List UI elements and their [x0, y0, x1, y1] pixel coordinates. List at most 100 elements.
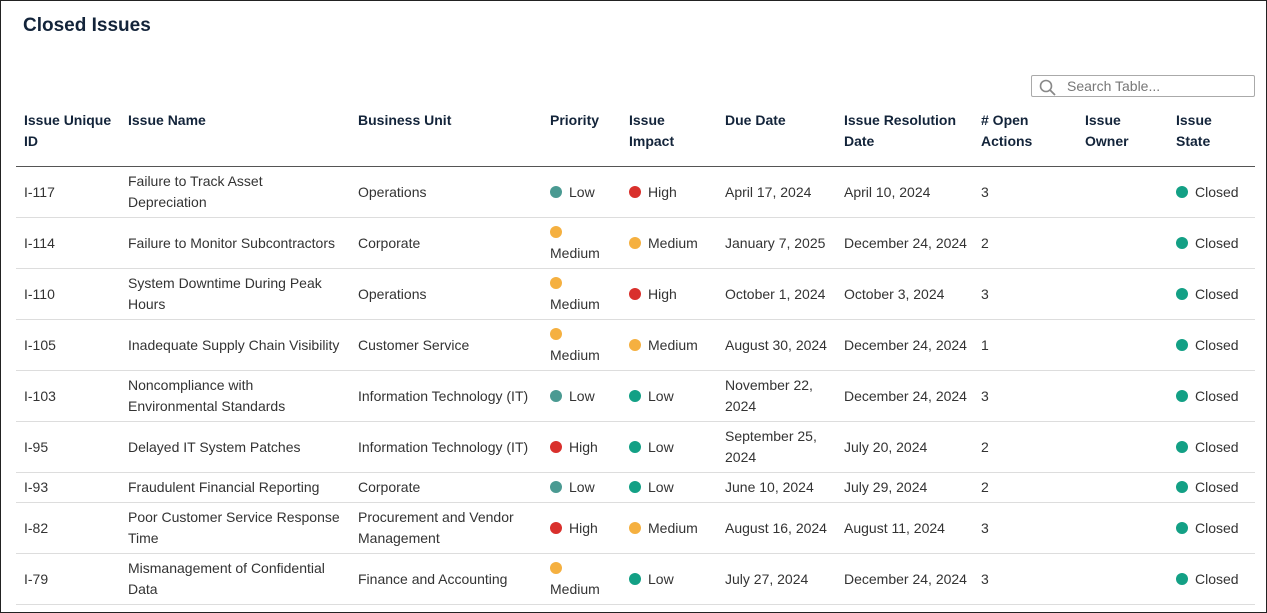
status-label: Closed [1195, 479, 1239, 495]
cell-text: 2 [981, 438, 989, 455]
cell-text: June 10, 2024 [725, 479, 814, 495]
cell-text: July 29, 2024 [844, 479, 928, 495]
status-label: Low [648, 438, 674, 455]
table-row[interactable]: I-103 Noncompliance with Environmental St… [16, 370, 1255, 422]
column-header[interactable]: Issue Name [120, 110, 350, 167]
table-cell [1077, 421, 1168, 473]
cell-text: I-95 [24, 438, 49, 455]
table-cell: I-114 [16, 217, 120, 269]
status-dot [1176, 440, 1188, 453]
table-cell: Low [621, 370, 717, 422]
table-cell [1077, 502, 1168, 554]
table-cell: Failure to Track Asset Depreciation [120, 166, 350, 218]
cell-text: Corporate [358, 234, 421, 251]
cell-text: Failure to Monitor Subcontractors [128, 234, 335, 251]
cell-text: I-103 [24, 387, 56, 404]
table-row[interactable]: I-114 Failure to Monitor Subcontractors Co… [16, 217, 1255, 269]
status-dot [1176, 338, 1188, 351]
column-header[interactable]: Issue Unique ID [16, 110, 120, 167]
column-header[interactable]: Issue State [1168, 110, 1255, 167]
table-cell: High [621, 268, 717, 320]
table-cell: Low [621, 421, 717, 473]
table-cell: I-103 [16, 370, 120, 422]
table-cell [1077, 472, 1168, 503]
column-header[interactable]: Due Date [717, 110, 836, 167]
table-cell: Corporate [350, 217, 542, 269]
status-dot [629, 389, 641, 402]
cell-text: I-82 [24, 519, 49, 536]
status-label: Medium [550, 347, 600, 363]
status-dot [550, 185, 562, 198]
table-cell: Mismanagement of Confidential Data [120, 553, 350, 605]
status-label: Low [569, 479, 595, 495]
search-icon [1039, 79, 1056, 96]
table-cell: Medium [621, 217, 717, 269]
status-dot [550, 521, 562, 534]
status-dot [629, 440, 641, 453]
cell-text: System Downtime During Peak Hours [128, 275, 322, 312]
cell-text: 3 [981, 285, 989, 302]
status-label: Low [648, 479, 674, 495]
table-cell [1077, 553, 1168, 605]
cell-text: April 10, 2024 [844, 183, 931, 200]
column-header[interactable]: Business Unit [350, 110, 542, 167]
search-box[interactable]: Search Table... [1031, 75, 1255, 97]
cell-text: Noncompliance with Environmental Standar… [128, 377, 286, 414]
cell-text: December 24, 2024 [844, 387, 967, 404]
cell-text: Delayed IT System Patches [128, 438, 301, 455]
table-cell: 3 [973, 268, 1077, 320]
cell-text: December 24, 2024 [844, 336, 967, 353]
cell-text: December 24, 2024 [844, 570, 967, 587]
table-cell: I-79 [16, 553, 120, 605]
table-row[interactable]: I-117 Failure to Track Asset Depreciation… [16, 166, 1255, 218]
table-row[interactable]: I-105 Inadequate Supply Chain Visibility C… [16, 319, 1255, 371]
table-cell: Low [621, 472, 717, 503]
column-header[interactable]: Priority [542, 110, 621, 167]
status-label: Closed [1195, 387, 1239, 404]
column-header[interactable]: Issue Impact [621, 110, 717, 167]
table-cell: 2 [973, 217, 1077, 269]
table-cell: December 24, 2024 [836, 553, 973, 605]
cell-text: August 11, 2024 [844, 519, 945, 536]
table-cell: Closed [1168, 166, 1255, 218]
table-cell: I-105 [16, 319, 120, 371]
table-row[interactable]: I-79 Mismanagement of Confidential Data Fi… [16, 553, 1255, 605]
table-cell: April 10, 2024 [836, 166, 973, 218]
table-cell: January 7, 2025 [717, 217, 836, 269]
cell-text: Inadequate Supply Chain Visibility [128, 336, 340, 353]
status-dot [550, 226, 562, 238]
table-cell: November 22, 2024 [717, 370, 836, 422]
cell-text: Operations [358, 285, 427, 302]
table-cell: 2 [973, 421, 1077, 473]
table-cell: Corporate [350, 472, 542, 503]
table-cell: August 11, 2024 [836, 502, 973, 554]
table-cell: I-95 [16, 421, 120, 473]
status-dot [1176, 185, 1188, 198]
status-dot [629, 236, 641, 249]
table-cell: I-117 [16, 166, 120, 218]
column-header[interactable]: # Open Actions [973, 110, 1077, 167]
cell-text: September 25, 2024 [725, 428, 817, 465]
cell-text: 3 [981, 519, 989, 536]
table-cell: April 17, 2024 [717, 166, 836, 218]
table-row[interactable]: I-95 Delayed IT System Patches Information… [16, 421, 1255, 473]
status-label: Closed [1195, 438, 1239, 455]
table-cell: Closed [1168, 217, 1255, 269]
search-placeholder: Search Table... [1067, 78, 1161, 94]
status-dot [629, 572, 641, 585]
table-row[interactable]: I-93 Fraudulent Financial Reporting Corpor… [16, 472, 1255, 503]
column-header[interactable]: Issue Owner [1077, 110, 1168, 167]
cell-text: August 30, 2024 [725, 336, 827, 353]
table-cell: Failure to Monitor Subcontractors [120, 217, 350, 269]
column-header[interactable]: Issue Resolution Date [836, 110, 973, 167]
table-row[interactable]: I-82 Poor Customer Service Response Time P… [16, 502, 1255, 554]
table-row[interactable]: I-110 System Downtime During Peak Hours Op… [16, 268, 1255, 320]
status-dot [1176, 572, 1188, 585]
status-dot [1176, 287, 1188, 300]
cell-text: Poor Customer Service Response Time [128, 509, 340, 546]
cell-text: October 1, 2024 [725, 285, 826, 302]
cell-text: December 24, 2024 [844, 234, 967, 251]
cell-text: 1 [981, 336, 989, 353]
status-dot [629, 521, 641, 534]
table-cell: 3 [973, 553, 1077, 605]
